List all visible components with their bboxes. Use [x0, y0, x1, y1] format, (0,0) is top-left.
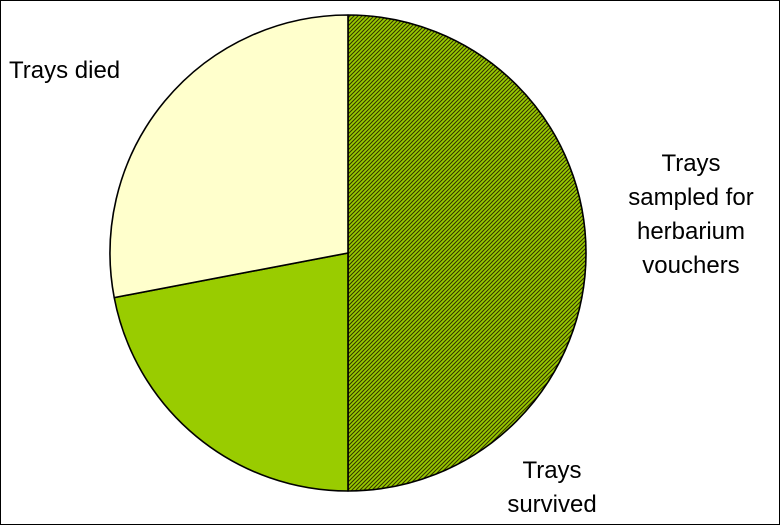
pie-slice-trays-died: [109, 14, 349, 299]
pie-slice-trays-sampled-for-herbarium-vouchers: [347, 14, 587, 492]
slice-label-trays-died: Trays died: [9, 57, 121, 84]
slice-label-trays-survived: Trays survived: [507, 457, 597, 518]
slice-label-trays-sampled: Trays sampled for herbarium vouchers: [628, 150, 754, 279]
pie-slice-trays-survived: [113, 252, 349, 492]
pie-slices: [109, 14, 587, 492]
